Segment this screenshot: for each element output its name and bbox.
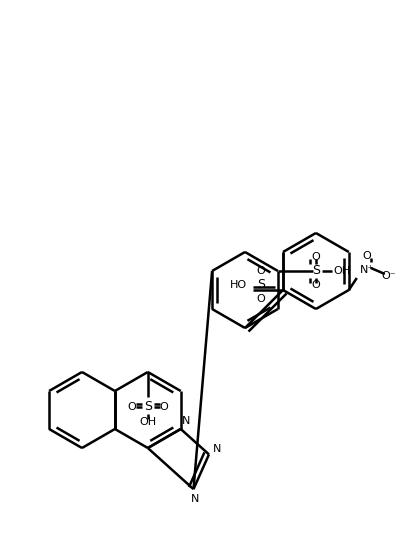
Text: O: O	[160, 402, 168, 412]
Text: HO: HO	[230, 280, 247, 290]
Text: O: O	[257, 266, 265, 276]
Text: N: N	[182, 416, 190, 426]
Text: S: S	[144, 400, 152, 414]
Text: O: O	[363, 251, 371, 261]
Text: O: O	[311, 280, 320, 290]
Text: S: S	[257, 279, 265, 292]
Text: S: S	[312, 264, 320, 278]
Text: N: N	[213, 445, 221, 455]
Text: N⁺: N⁺	[360, 265, 374, 275]
Text: OH: OH	[139, 417, 156, 427]
Text: OH: OH	[333, 266, 350, 276]
Text: N: N	[191, 494, 200, 504]
Text: O: O	[311, 252, 320, 262]
Text: O: O	[257, 294, 265, 304]
Text: O: O	[127, 402, 136, 412]
Text: O⁻: O⁻	[381, 271, 396, 281]
